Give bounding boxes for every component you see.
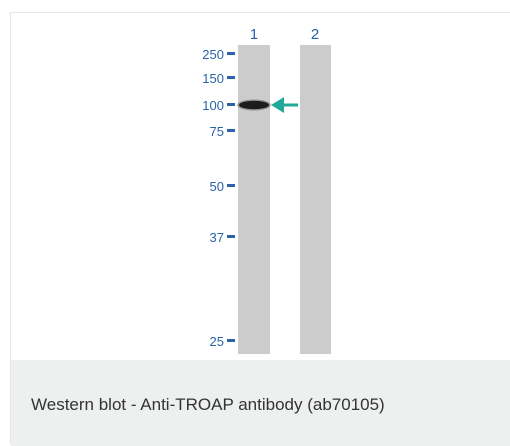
marker-tick-250 bbox=[227, 52, 235, 55]
marker-label-100: 100 bbox=[202, 98, 224, 113]
marker-25: 25 bbox=[210, 334, 235, 349]
marker-tick-50 bbox=[227, 184, 235, 187]
lane-label-2: 2 bbox=[311, 26, 319, 43]
marker-label-75: 75 bbox=[210, 124, 224, 139]
lane-label-1: 1 bbox=[250, 26, 258, 43]
marker-label-250: 250 bbox=[202, 47, 224, 62]
marker-tick-75 bbox=[227, 129, 235, 132]
marker-250: 250 bbox=[202, 47, 235, 62]
marker-label-150: 150 bbox=[202, 71, 224, 86]
figure-card: 1 2 250 150 100 75 50 bbox=[10, 12, 510, 446]
lane-2 bbox=[300, 45, 331, 354]
marker-150: 150 bbox=[202, 71, 235, 86]
lane-1 bbox=[238, 45, 270, 354]
marker-tick-150 bbox=[227, 76, 235, 79]
marker-tick-100 bbox=[227, 103, 235, 106]
marker-75: 75 bbox=[210, 124, 235, 139]
marker-tick-25 bbox=[227, 339, 235, 342]
western-blot-svg: 1 2 250 150 100 75 50 bbox=[202, 26, 331, 354]
arrow-left-icon bbox=[271, 97, 298, 113]
marker-label-25: 25 bbox=[210, 334, 224, 349]
marker-100: 100 bbox=[202, 98, 235, 113]
marker-37: 37 bbox=[210, 230, 235, 245]
protein-band-halo bbox=[237, 99, 271, 111]
marker-label-50: 50 bbox=[210, 179, 224, 194]
marker-label-37: 37 bbox=[210, 230, 224, 245]
western-blot-image: 1 2 250 150 100 75 50 bbox=[11, 13, 510, 360]
figure-caption: Western blot - Anti-TROAP antibody (ab70… bbox=[31, 395, 385, 414]
marker-50: 50 bbox=[210, 179, 235, 194]
protein-band bbox=[239, 100, 269, 110]
caption-area: Western blot - Anti-TROAP antibody (ab70… bbox=[11, 360, 510, 446]
marker-tick-37 bbox=[227, 235, 235, 238]
